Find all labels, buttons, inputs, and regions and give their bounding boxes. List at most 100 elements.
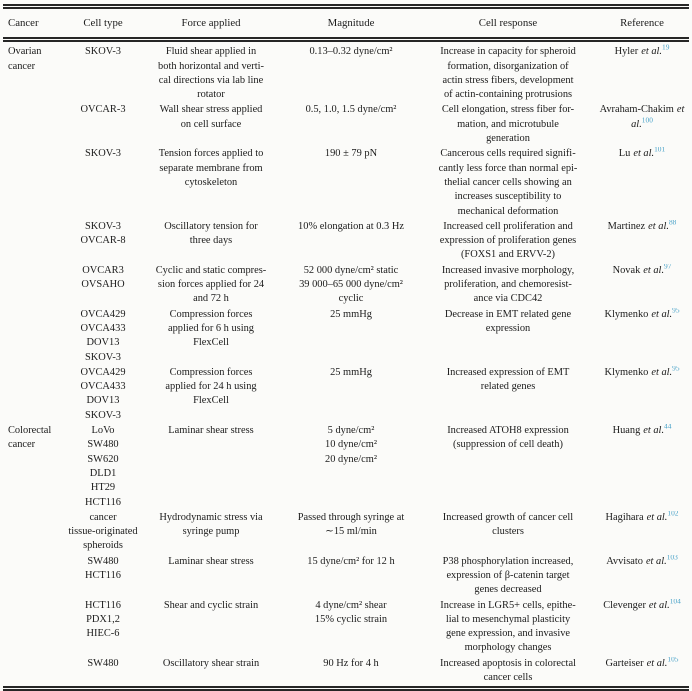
- table-row: cancer tissue-originated spheroids Hydro…: [3, 511, 689, 555]
- reference-etal: et al.: [633, 148, 655, 160]
- cancer-cell: [3, 264, 65, 308]
- reference-etal: et al.: [643, 264, 665, 276]
- cancer-mechanical-forces-table: Cancer Cell type Force applied Magnitude…: [3, 4, 689, 691]
- cell-response-cell: Cell elongation, stress fiber for- matio…: [441, 104, 575, 145]
- reference-cell: Klymenko et al.95: [595, 308, 689, 366]
- reference-author: Lu: [618, 148, 631, 160]
- cell-type-cell: SKOV-3: [85, 46, 121, 58]
- reference-author: Avvisato: [606, 555, 643, 567]
- reference-author: Garteiser: [605, 657, 644, 669]
- force-applied-cell: Oscillatory shear strain: [162, 657, 260, 669]
- citation-link[interactable]: 104: [669, 598, 681, 606]
- cell-response-cell: Increased expression of EMT related gene…: [446, 366, 570, 393]
- reference-cell: Avvisato et al.103: [595, 555, 689, 599]
- force-applied-cell: Laminar shear stress: [168, 555, 254, 567]
- magnitude-cell: Passed through syringe at ∼15 ml/min: [297, 511, 405, 538]
- force-applied-cell: Oscillatory tension for three days: [164, 220, 258, 247]
- magnitude-cell: 5 dyne/cm² 10 dyne/cm² 20 dyne/cm²: [325, 425, 377, 465]
- cancer-cell: Colorectal cancer: [8, 425, 52, 451]
- table-row: OVCA429 OVCA433 DOV13 SKOV-3 Compression…: [3, 366, 689, 424]
- magnitude-cell: 190 ± 79 pN: [324, 148, 378, 160]
- magnitude-cell: 10% elongation at 0.3 Hz: [298, 220, 404, 232]
- reference-etal: et al.: [648, 220, 669, 232]
- citation-link[interactable]: 103: [666, 554, 678, 562]
- cell-response-cell: Increased growth of cancer cell clusters: [442, 511, 574, 538]
- cell-type-cell: OVCAR-3: [80, 104, 126, 116]
- citation-link[interactable]: 19: [662, 42, 670, 52]
- cell-response-cell: Increased ATOH8 expression (suppression …: [447, 425, 569, 451]
- reference-author: Klymenko: [604, 308, 649, 320]
- cell-type-cell: SKOV-3: [85, 148, 121, 160]
- reference-author: Avraham-Chakim: [599, 104, 674, 116]
- col-header-cell-response: Cell response: [421, 6, 595, 43]
- magnitude-cell: 0.13–0.32 dyne/cm²: [309, 46, 393, 58]
- reference-cell: Clevenger et al.104: [595, 599, 689, 657]
- cell-type-cell: OVCA429 OVCA433 DOV13 SKOV-3: [80, 308, 126, 363]
- cancer-cell: [3, 511, 65, 555]
- citation-link[interactable]: 44: [664, 424, 672, 431]
- cancer-cell: [3, 308, 65, 366]
- table-row: SW480 Oscillatory shear strain 90 Hz for…: [3, 657, 689, 689]
- reference-cell: Huang et al.44: [595, 424, 689, 511]
- reference-etal: et al.: [651, 308, 673, 320]
- magnitude-cell: 90 Hz for 4 h: [323, 657, 379, 669]
- force-applied-cell: Cyclic and static compres- sion forces a…: [155, 264, 267, 305]
- reference-cell: Avraham-Chakim et al.100: [595, 103, 689, 147]
- table-row: SKOV-3 OVCAR-8 Oscillatory tension for t…: [3, 220, 689, 264]
- col-header-reference: Reference: [595, 6, 689, 43]
- cell-response-cell: Increased apoptosis in colorectal cancer…: [440, 657, 576, 684]
- cell-type-cell: LoVo SW480 SW620 DLD1 HT29 HCT116: [85, 425, 121, 508]
- force-applied-cell: Compression forces applied for 6 h using…: [168, 308, 254, 349]
- cancer-cell: [3, 555, 65, 599]
- citation-link[interactable]: 102: [667, 510, 679, 518]
- citation-link[interactable]: 95: [672, 307, 680, 315]
- reference-etal: et al.: [643, 425, 665, 437]
- magnitude-cell: 0.5, 1.0, 1.5 dyne/cm²: [305, 104, 397, 116]
- force-applied-cell: Hydrodynamic stress via syringe pump: [159, 511, 263, 538]
- table-row: OVCA429 OVCA433 DOV13 SKOV-3 Compression…: [3, 308, 689, 366]
- reference-cell: Lu et al.101: [595, 147, 689, 219]
- reference-cell: Klymenko et al.95: [595, 366, 689, 424]
- citation-link[interactable]: 100: [641, 115, 653, 125]
- cancer-cell: [3, 147, 65, 219]
- cell-type-cell: OVCAR3 OVSAHO: [81, 264, 125, 291]
- reference-author: Martinez: [607, 220, 646, 232]
- table-row: Colorectal cancer LoVo SW480 SW620 DLD1 …: [3, 424, 689, 511]
- cell-response-cell: Cancerous cells required signifi- cantly…: [438, 148, 578, 217]
- reference-etal: et al.: [646, 657, 668, 669]
- magnitude-cell: 25 mmHg: [330, 366, 372, 378]
- table-row: SKOV-3 Tension forces applied to separat…: [3, 147, 689, 219]
- reference-author: Hagihara: [605, 511, 644, 523]
- table-row: OVCAR3 OVSAHO Cyclic and static compres-…: [3, 264, 689, 308]
- reference-cell: Novak et al.97: [595, 264, 689, 308]
- cell-response-cell: Decrease in EMT related gene expression: [444, 308, 572, 334]
- table-row: HCT116 PDX1,2 HIEC-6 Shear and cyclic st…: [3, 599, 689, 657]
- citation-link[interactable]: 88: [668, 219, 677, 227]
- reference-author: Clevenger: [603, 599, 646, 611]
- table-row: Ovarian cancer SKOV-3 Fluid shear applie…: [3, 40, 689, 104]
- reference-etal: et al.: [645, 555, 667, 567]
- cell-type-cell: SKOV-3 OVCAR-8: [80, 220, 126, 247]
- reference-author: Novak: [612, 264, 641, 276]
- magnitude-cell: 4 dyne/cm² shear 15% cyclic strain: [314, 599, 388, 625]
- col-header-cell-type: Cell type: [65, 6, 141, 43]
- col-header-force-applied: Force applied: [141, 6, 281, 43]
- table-row: SW480 HCT116 Laminar shear stress 15 dyn…: [3, 555, 689, 599]
- citation-link[interactable]: 105: [667, 656, 679, 664]
- citation-link[interactable]: 95: [672, 365, 680, 373]
- cell-type-cell: SW480 HCT116: [85, 555, 121, 581]
- citation-link[interactable]: 97: [664, 263, 672, 271]
- reference-cell: Garteiser et al.105: [595, 657, 689, 689]
- cancer-cell: [3, 103, 65, 147]
- cell-response-cell: Increase in capacity for spheroid format…: [440, 46, 576, 101]
- force-applied-cell: Wall shear stress applied on cell surfac…: [159, 104, 263, 130]
- citation-link[interactable]: 101: [654, 147, 666, 154]
- reference-cell: Hyler et al.19: [595, 40, 689, 104]
- reference-author: Hyler: [614, 46, 639, 58]
- col-header-cancer: Cancer: [3, 6, 65, 43]
- cancer-cell: [3, 366, 65, 424]
- reference-etal: et al.: [651, 366, 673, 378]
- cell-response-cell: Increased cell proliferation and express…: [439, 220, 577, 261]
- force-applied-cell: Compression forces applied for 24 h usin…: [165, 366, 257, 407]
